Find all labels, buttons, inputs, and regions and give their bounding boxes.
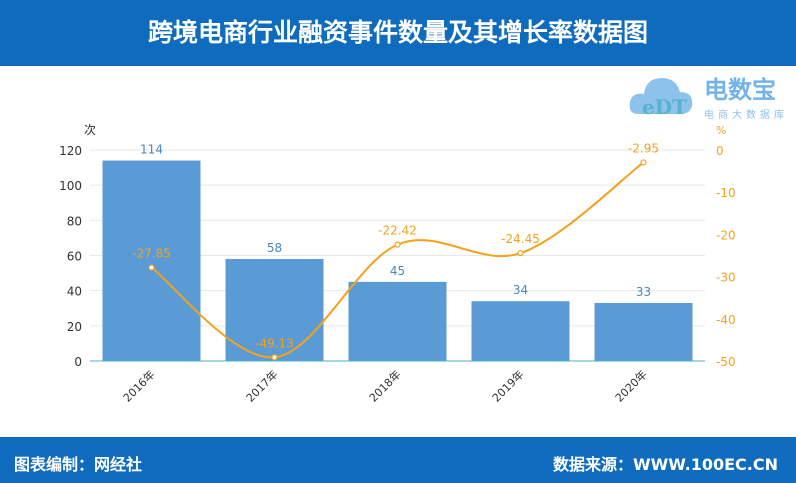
footer-credit: 图表编制：网经社	[14, 455, 143, 474]
category-label: 2017年	[243, 367, 280, 404]
svg-text:eDT: eDT	[642, 95, 687, 119]
category-label: 2019年	[489, 367, 526, 404]
bar-value-label: 58	[267, 241, 282, 255]
chart: 0 20 40 60 80 100 120 0 -10 -20 -30 -40 -50 次 % 114 2016…	[59, 123, 736, 405]
line-value-label: -49.13	[255, 336, 294, 350]
bar	[102, 160, 201, 361]
bar	[471, 301, 570, 361]
bar-value-label: 114	[140, 143, 163, 157]
right-tick-label: -20	[716, 228, 736, 242]
bar-value-label: 45	[390, 264, 405, 278]
bar-value-label: 34	[513, 283, 528, 297]
left-tick-label: 100	[59, 179, 82, 193]
svg-text:电数宝: 电数宝	[704, 76, 776, 104]
left-tick-label: 60	[67, 250, 82, 264]
bar	[225, 259, 324, 361]
logo: eDT 电数宝 电商大数据库	[628, 66, 788, 126]
line-value-label: -27.85	[132, 247, 171, 261]
line-value-label: -2.95	[628, 141, 659, 155]
category-label: 2020年	[612, 367, 649, 404]
right-tick-label: -50	[716, 355, 736, 369]
footer-source: 数据来源：WWW.100EC.CN	[552, 455, 778, 474]
right-tick-label: -30	[716, 271, 736, 285]
bar-value-label: 33	[636, 285, 651, 299]
right-tick-label: -40	[716, 313, 736, 327]
line-point	[271, 354, 278, 361]
category-label: 2018年	[366, 367, 403, 404]
line-value-label: -22.42	[378, 224, 417, 238]
right-tick-label: -10	[716, 186, 736, 200]
left-tick-label: 80	[67, 214, 82, 228]
line-point	[394, 241, 401, 248]
line-point	[640, 159, 647, 166]
bar	[594, 302, 693, 361]
chart-title: 跨境电商行业融资事件数量及其增长率数据图	[0, 0, 796, 66]
line-point	[148, 264, 155, 271]
line-value-label: -24.45	[501, 232, 540, 246]
bar	[348, 281, 447, 361]
line-point	[517, 250, 524, 257]
left-tick-label: 40	[67, 285, 82, 299]
category-label: 2016年	[120, 367, 157, 404]
right-tick-label: 0	[716, 144, 724, 158]
footer: 图表编制：网经社 数据来源：WWW.100EC.CN	[0, 437, 796, 483]
left-axis-unit: 次	[84, 123, 96, 137]
left-tick-label: 20	[67, 320, 82, 334]
left-tick-label: 120	[59, 144, 82, 158]
right-axis-unit: %	[716, 124, 726, 137]
svg-text:电商大数据库: 电商大数据库	[704, 108, 788, 121]
left-tick-label: 0	[74, 355, 82, 369]
